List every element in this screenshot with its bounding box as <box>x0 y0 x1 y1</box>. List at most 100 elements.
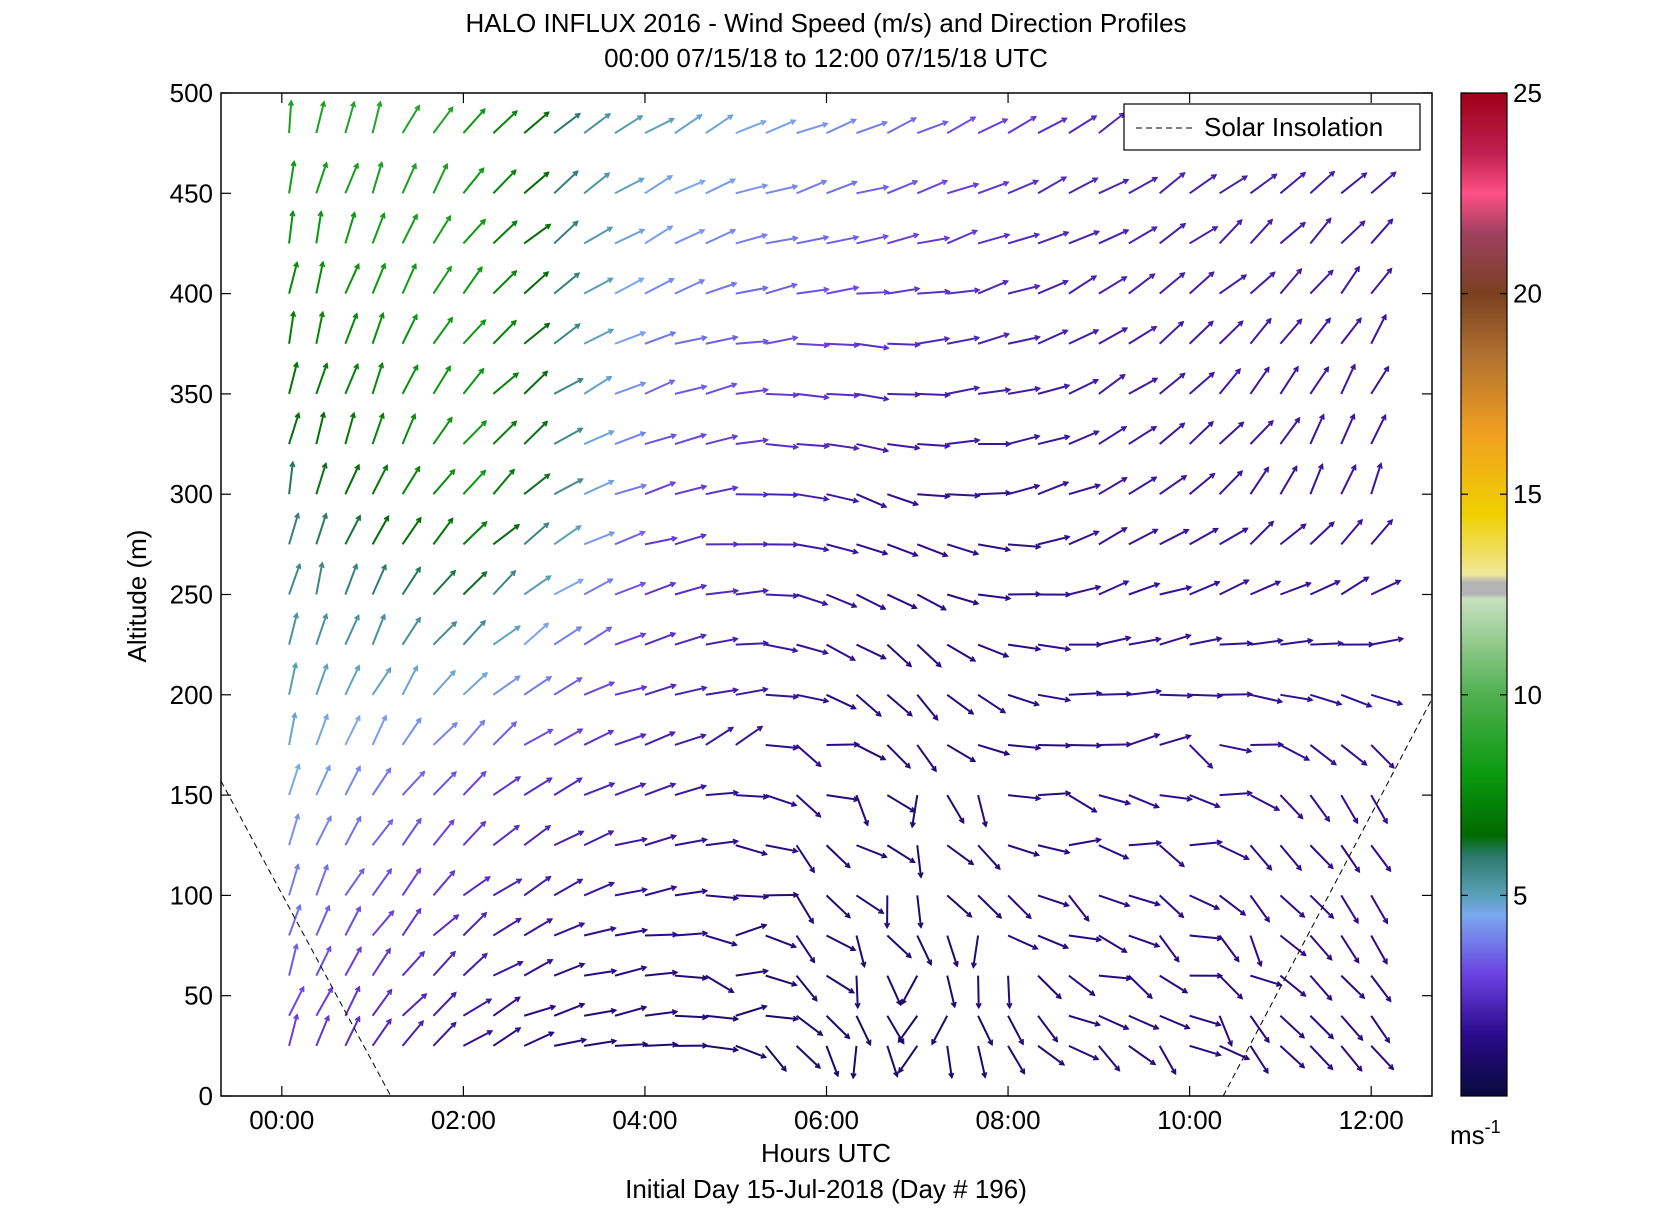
wind-vector <box>795 894 814 925</box>
colorbar: 5 10 15 20 25 ms-1 <box>1450 78 1542 1150</box>
wind-vector <box>462 820 487 846</box>
wind-vector <box>1128 934 1161 948</box>
wind-vector <box>1250 580 1282 596</box>
wind-vector <box>644 1009 679 1017</box>
wind-vector <box>583 729 615 746</box>
x-tick-label: 04:00 <box>612 1105 677 1135</box>
wind-vector <box>1098 1014 1130 1030</box>
wind-vector <box>315 986 333 1017</box>
wind-vector <box>674 533 708 546</box>
wind-vector <box>795 975 818 1002</box>
wind-vector <box>1218 421 1245 445</box>
wind-vector <box>287 99 295 134</box>
wind-vector <box>1037 434 1071 446</box>
colorbar-unit-base: ms <box>1450 1120 1485 1150</box>
wind-vector <box>825 1045 840 1078</box>
wind-vector <box>1280 693 1314 703</box>
wind-vector <box>432 914 460 937</box>
wind-vector <box>765 1014 800 1022</box>
wind-vector <box>1159 272 1186 295</box>
wind-vector <box>735 491 770 498</box>
wind-vector <box>826 234 860 245</box>
wind-vector <box>462 266 483 295</box>
wind-vector <box>705 934 738 947</box>
wind-vector <box>1159 585 1193 596</box>
wind-vector <box>1068 329 1100 345</box>
wind-vector <box>371 100 383 134</box>
wind-vector <box>1128 636 1162 646</box>
wind-vector <box>401 104 421 134</box>
wind-vector <box>432 106 454 134</box>
wind-vector <box>553 272 581 295</box>
wind-vector <box>315 863 329 896</box>
wind-vector <box>1128 226 1158 245</box>
wind-vector <box>1279 934 1307 957</box>
wind-vector <box>1370 518 1394 546</box>
wind-vector <box>825 974 856 994</box>
wind-vector <box>1007 1045 1026 1075</box>
wind-vector <box>1279 221 1307 245</box>
wind-vector <box>1068 690 1103 697</box>
wind-vector <box>644 331 677 345</box>
wind-vector <box>644 885 678 897</box>
wind-vector <box>315 612 329 645</box>
wind-vector <box>1068 378 1100 395</box>
wind-vector <box>344 613 360 646</box>
wind-vector <box>1007 934 1039 950</box>
wind-vector <box>674 974 709 981</box>
wind-vector <box>462 218 487 245</box>
wind-vector <box>371 714 388 746</box>
wind-vector <box>978 440 1012 448</box>
wind-vector <box>765 934 798 949</box>
wind-vector <box>583 430 615 445</box>
wind-vector <box>492 878 523 897</box>
wind-vector <box>371 818 394 846</box>
wind-vector <box>432 214 452 244</box>
wind-vector <box>977 387 1012 395</box>
wind-vector <box>946 975 957 1009</box>
wind-vector <box>705 485 739 496</box>
wind-vector <box>796 121 829 135</box>
wind-vector <box>1309 794 1331 823</box>
wind-vector <box>1340 1045 1363 1072</box>
wind-vector <box>1007 434 1041 446</box>
wind-vector <box>1189 934 1224 942</box>
wind-vector <box>462 719 486 746</box>
y-tick-label: 100 <box>170 880 213 910</box>
colorbar-unit-exponent: -1 <box>1485 1117 1501 1137</box>
wind-vector <box>1189 174 1218 195</box>
wind-vector <box>644 581 677 596</box>
x-axis-label: Hours UTC <box>761 1138 891 1168</box>
wind-vector <box>1370 579 1402 596</box>
wind-vector <box>614 732 647 746</box>
wind-vector <box>946 593 980 606</box>
wind-vector <box>1098 426 1128 445</box>
wind-vector <box>462 876 491 897</box>
wind-vector <box>1340 363 1356 395</box>
wind-vector <box>1037 279 1069 295</box>
wind-vector <box>1340 172 1368 195</box>
wind-vector <box>553 220 579 245</box>
wind-vector <box>886 744 912 769</box>
wind-vector <box>674 930 709 937</box>
wind-vector <box>523 675 553 696</box>
wind-vector <box>288 711 298 746</box>
wind-vector <box>1218 894 1247 916</box>
wind-vector <box>315 161 329 194</box>
wind-vector <box>1007 1015 1024 1046</box>
colorbar-tick-label: 20 <box>1513 279 1542 309</box>
wind-vector <box>523 1004 557 1017</box>
wind-vector <box>856 120 889 135</box>
wind-vector <box>1279 523 1307 546</box>
wind-vector <box>1249 466 1270 495</box>
wind-vector <box>796 286 830 295</box>
wind-vector <box>1279 171 1307 195</box>
wind-vector <box>1188 320 1214 345</box>
wind-vector <box>1219 175 1249 195</box>
wind-vector <box>583 830 615 847</box>
wind-vector <box>1279 974 1307 997</box>
colorbar-ticks: 5 10 15 20 25 <box>1461 78 1542 910</box>
wind-vector <box>1189 692 1224 699</box>
wind-vector <box>796 342 831 349</box>
wind-vector <box>887 391 921 398</box>
